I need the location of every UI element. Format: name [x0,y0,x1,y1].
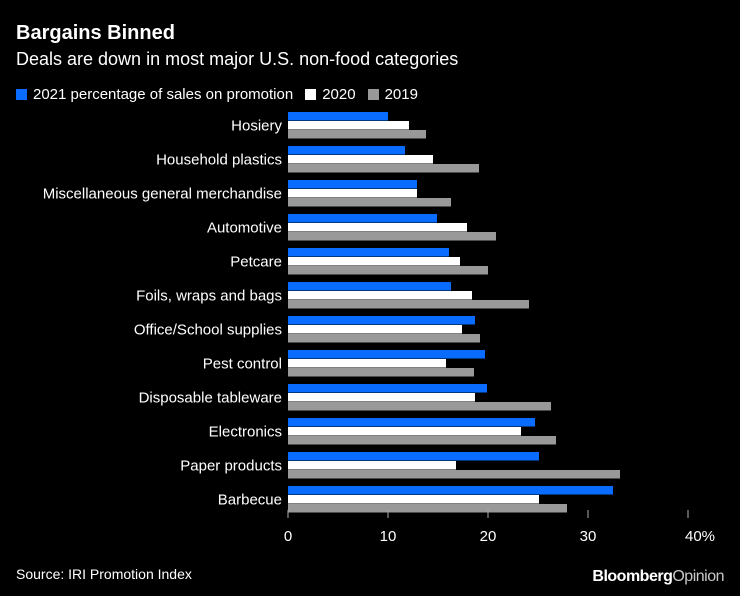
bar-2019 [288,198,451,207]
legend-item-2019: 2019 [367,86,418,103]
bar-2019 [288,470,620,479]
bar-2019 [288,130,426,139]
category-label: Paper products [180,458,282,475]
bar-2020 [288,495,539,504]
bar-2021 [288,316,475,325]
bar-2020 [288,291,472,300]
bar-2019 [288,164,479,173]
legend-label-2020: 2020 [322,86,356,103]
category-label: Barbecue [218,492,282,509]
category-label: Electronics [209,424,282,441]
bar-2019 [288,334,480,343]
x-tick-label: 40% [685,528,715,545]
legend-label-2021: 2021 percentage of sales on promotion [33,86,294,103]
bar-2020 [288,325,462,334]
category-label: Miscellaneous general merchandise [43,186,282,203]
bar-2020 [288,427,521,436]
bar-2021 [288,248,449,257]
chart-subtitle: Deals are down in most major U.S. non-fo… [16,49,459,69]
bar-2020 [288,257,460,266]
chart-title: Bargains Binned [16,22,175,44]
bar-2020 [288,155,433,164]
bar-2020 [288,121,409,130]
category-label: Office/School supplies [134,322,282,339]
bar-2020 [288,393,475,402]
bar-2019 [288,368,474,377]
legend-swatch-2021 [16,89,27,100]
category-label: Hosiery [231,118,282,135]
legend-item-2020: 2020 [305,86,356,103]
category-label: Automotive [207,220,282,237]
bar-2021 [288,146,405,155]
logo-suffix: Opinion [672,568,724,585]
legend-swatch-2020 [305,89,317,100]
source-note: Source: IRI Promotion Index [16,566,192,582]
logo-brand: Bloomberg [592,568,673,585]
bar-2019 [288,266,488,275]
bar-2021 [288,486,613,495]
bar-2021 [288,350,485,359]
bar-2021 [288,418,535,427]
bar-2019 [288,402,551,411]
bar-2020 [288,461,456,470]
category-label: Pest control [203,356,282,373]
bar-2021 [288,112,388,121]
x-tick-label: 10 [380,528,397,545]
bar-2019 [288,436,556,445]
x-tick-label: 20 [480,528,497,545]
bloomberg-opinion-logo: BloombergOpinion [592,568,724,586]
category-label: Petcare [230,254,282,271]
category-label: Foils, wraps and bags [136,288,282,305]
bar-2021 [288,180,417,189]
x-tick-label: 30 [580,528,597,545]
category-label: Disposable tableware [139,390,282,407]
legend-swatch-2019 [367,89,379,100]
bar-2019 [288,232,496,241]
bar-2019 [288,504,567,513]
bar-2020 [288,223,467,232]
legend-item-2021: 2021 percentage of sales on promotion [16,86,293,103]
x-tick-label: 0 [284,528,292,545]
legend-label-2019: 2019 [384,86,418,103]
bar-2020 [288,359,446,368]
bar-2021 [288,384,487,393]
bar-2020 [288,189,417,198]
bar-2019 [288,300,529,309]
category-label: Household plastics [156,152,282,169]
bar-2021 [288,214,437,223]
legend: 2021 percentage of sales on promotion 20… [16,86,430,103]
bar-2021 [288,452,539,461]
bar-2021 [288,282,451,291]
